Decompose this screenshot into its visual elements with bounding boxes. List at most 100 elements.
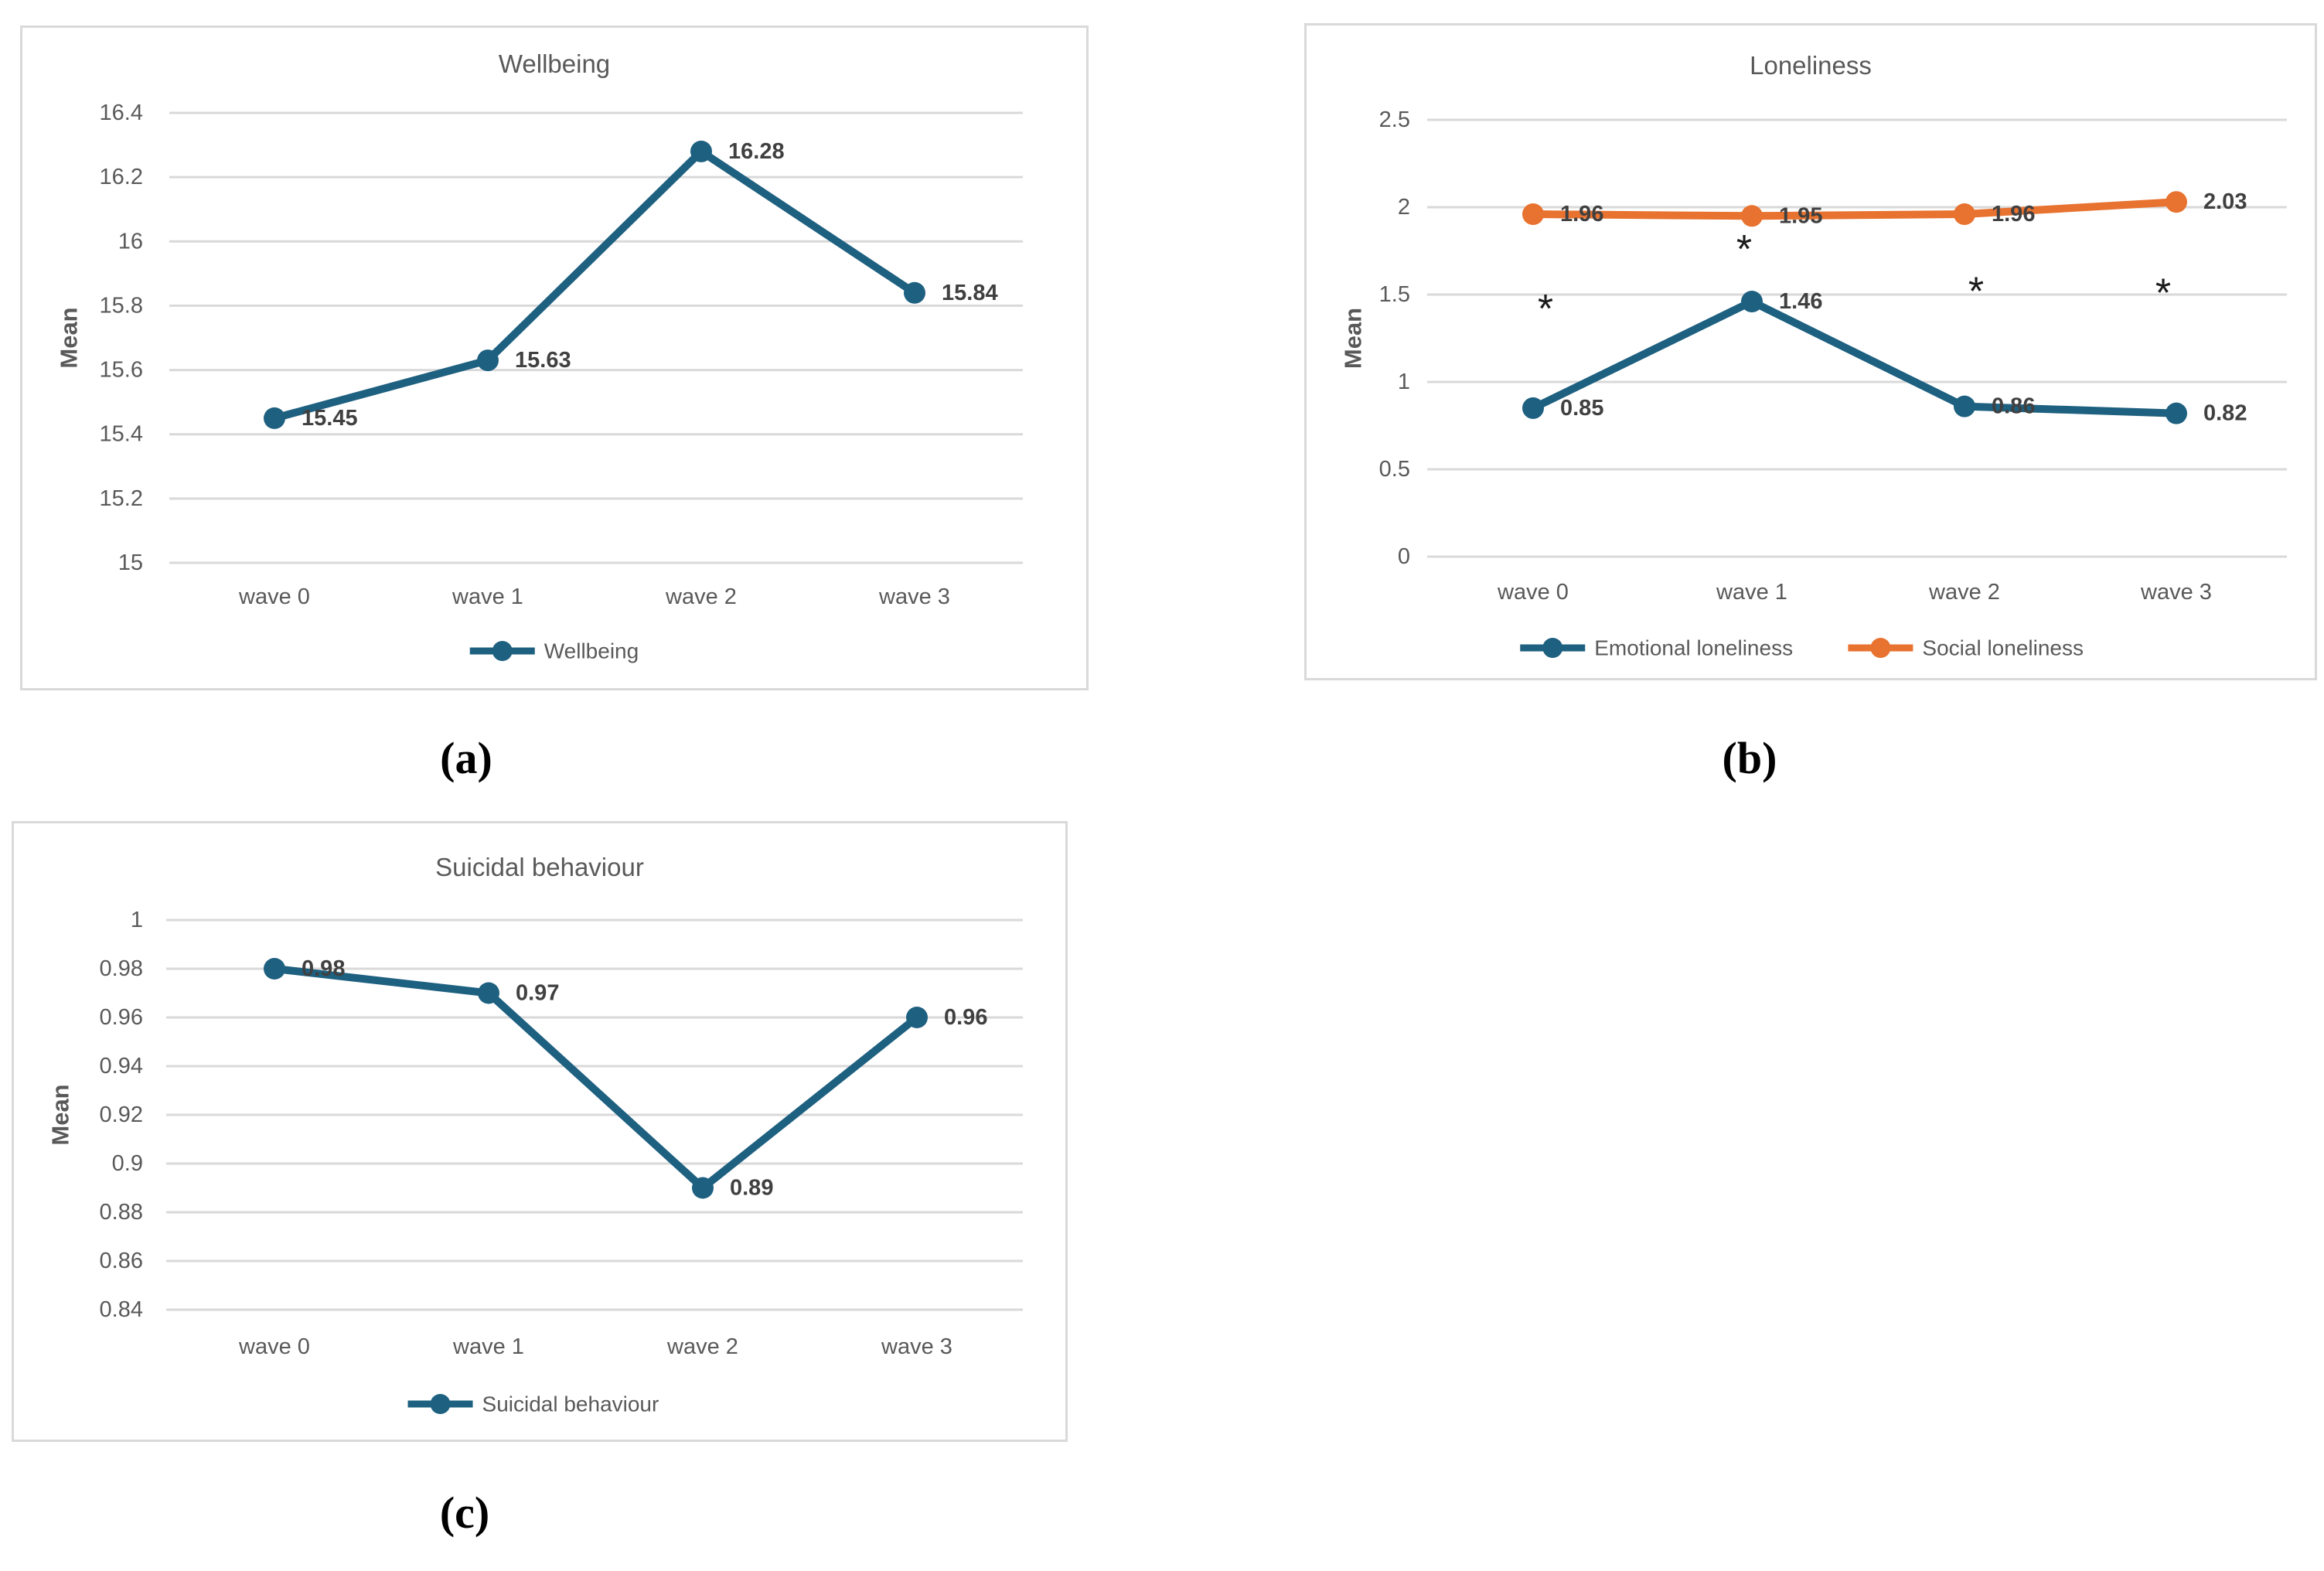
y-tick-label: 15 bbox=[118, 550, 143, 575]
caption-b: (b) bbox=[1722, 733, 1777, 783]
legend-entry: Social loneliness bbox=[1848, 636, 2084, 660]
data-label: 15.45 bbox=[302, 406, 358, 431]
data-point-marker bbox=[904, 281, 925, 304]
x-tick-label: wave 0 bbox=[238, 584, 310, 609]
y-tick-label: 15.6 bbox=[100, 358, 143, 383]
data-label: 0.89 bbox=[730, 1176, 773, 1201]
data-point-marker bbox=[1954, 203, 1975, 226]
series-line bbox=[1529, 198, 2180, 220]
data-point-marker bbox=[906, 1007, 928, 1028]
chart-title: Suicidal behaviour bbox=[435, 853, 644, 881]
significance-asterisk: * bbox=[1538, 287, 1553, 332]
y-tick-label: 1 bbox=[131, 908, 143, 932]
data-point-marker bbox=[690, 140, 712, 162]
legend-entry: Suicidal behaviour bbox=[407, 1392, 659, 1416]
legend-entry: Wellbeing bbox=[469, 639, 639, 663]
y-tick-label: 1 bbox=[1398, 370, 1410, 394]
series-line bbox=[271, 147, 918, 422]
data-point-marker bbox=[1522, 397, 1544, 419]
x-tick-label: wave 0 bbox=[238, 1334, 310, 1359]
y-tick-label: 16.4 bbox=[100, 101, 143, 125]
data-point-marker bbox=[1522, 203, 1544, 226]
data-point-marker bbox=[264, 958, 285, 980]
wellbeing-chart: 15 15.2 15.4 15.6 15.8 16 16.2 16.4 Wellbeing Mea… bbox=[56, 49, 1023, 663]
x-tick-label: wave 3 bbox=[881, 1334, 952, 1359]
significance-asterisk: * bbox=[1736, 227, 1752, 272]
suicidal-behaviour-chart-panel: 0.84 0.86 0.88 0.9 0.92 0.94 0.96 0.98 1 Suicidal… bbox=[12, 821, 1068, 1442]
chart-title: Loneliness bbox=[1750, 51, 1872, 80]
data-label: 0.82 bbox=[2203, 401, 2247, 426]
y-tick-label: 15.8 bbox=[100, 293, 143, 318]
y-tick-label: 0.84 bbox=[100, 1297, 143, 1322]
x-tick-label: wave 1 bbox=[452, 1334, 524, 1359]
x-tick-label: wave 2 bbox=[665, 584, 737, 609]
data-label: 15.63 bbox=[515, 348, 571, 373]
y-tick-label: 1.5 bbox=[1379, 282, 1410, 307]
suicidal-behaviour-chart: 0.84 0.86 0.88 0.9 0.92 0.94 0.96 0.98 1 Suicidal… bbox=[47, 853, 1023, 1416]
data-label: 16.28 bbox=[728, 139, 785, 164]
caption-a: (a) bbox=[440, 733, 492, 783]
data-label: 1.46 bbox=[1779, 289, 1822, 314]
x-tick-label: wave 1 bbox=[452, 584, 523, 609]
y-tick-label: 0.88 bbox=[100, 1200, 143, 1225]
y-tick-label: 2 bbox=[1398, 195, 1410, 220]
x-tick-label: wave 1 bbox=[1716, 580, 1787, 605]
legend-dot-marker bbox=[1542, 638, 1563, 658]
legend-label: Social loneliness bbox=[1922, 636, 2084, 660]
data-label: 0.96 bbox=[944, 1005, 987, 1030]
y-tick-label: 0.9 bbox=[112, 1151, 143, 1176]
series-line bbox=[1529, 298, 2180, 417]
x-tick-label: wave 3 bbox=[878, 584, 950, 609]
legend-dot-marker bbox=[492, 641, 513, 661]
data-label: 15.84 bbox=[942, 281, 998, 305]
x-tick-label: wave 2 bbox=[1928, 580, 2000, 605]
data-label: 2.03 bbox=[2203, 189, 2247, 214]
data-label: 0.97 bbox=[516, 981, 559, 1006]
data-point-marker bbox=[477, 349, 499, 372]
data-label: 0.85 bbox=[1560, 396, 1603, 421]
data-point-marker bbox=[264, 407, 285, 429]
y-axis-title: Mean bbox=[56, 307, 83, 368]
chart-title: Wellbeing bbox=[499, 49, 610, 78]
y-tick-label: 16 bbox=[118, 229, 143, 254]
y-tick-label: 16.2 bbox=[100, 165, 143, 189]
loneliness-chart-panel: 0 0.5 1 1.5 2 2.5 Loneliness Mean wave 0 wave 1 wa… bbox=[1304, 23, 2317, 680]
data-point-marker bbox=[1741, 291, 1763, 313]
data-label: 1.96 bbox=[1992, 202, 2035, 227]
data-point-marker bbox=[1741, 205, 1763, 227]
y-axis-title: Mean bbox=[47, 1084, 74, 1145]
x-tick-label: wave 3 bbox=[2140, 580, 2212, 605]
y-tick-label: 0.98 bbox=[100, 956, 143, 981]
y-tick-label: 0 bbox=[1398, 544, 1410, 569]
significance-asterisk: * bbox=[2155, 271, 2171, 316]
y-axis-title: Mean bbox=[1340, 308, 1367, 369]
legend-dot-marker bbox=[1870, 638, 1891, 658]
y-tick-label: 0.92 bbox=[100, 1102, 143, 1127]
data-label: 0.86 bbox=[1992, 394, 2035, 419]
wellbeing-chart-panel: 15 15.2 15.4 15.6 15.8 16 16.2 16.4 Wellbeing Mea… bbox=[20, 26, 1089, 690]
x-tick-label: wave 2 bbox=[666, 1334, 738, 1359]
y-tick-label: 15.2 bbox=[100, 486, 143, 511]
data-point-marker bbox=[1954, 395, 1975, 417]
loneliness-chart: 0 0.5 1 1.5 2 2.5 Loneliness Mean wave 0 wave 1 wa… bbox=[1340, 51, 2287, 660]
legend-label: Wellbeing bbox=[544, 639, 639, 663]
legend-label: Suicidal behaviour bbox=[482, 1392, 659, 1416]
x-tick-label: wave 0 bbox=[1497, 580, 1569, 605]
caption-c: (c) bbox=[439, 1488, 490, 1538]
y-tick-label: 0.94 bbox=[100, 1054, 143, 1079]
data-point-marker bbox=[478, 982, 499, 1004]
data-label: 0.98 bbox=[302, 956, 345, 981]
legend-entry: Emotional loneliness bbox=[1520, 636, 1793, 660]
data-label: 1.95 bbox=[1779, 203, 1822, 228]
series-line bbox=[271, 965, 921, 1192]
legend-dot-marker bbox=[430, 1394, 451, 1414]
y-tick-label: 15.4 bbox=[100, 422, 143, 447]
data-point-marker bbox=[692, 1177, 714, 1199]
y-tick-label: 0.5 bbox=[1379, 457, 1410, 482]
y-tick-label: 0.86 bbox=[100, 1249, 143, 1273]
data-label: 1.96 bbox=[1560, 202, 1603, 227]
y-tick-label: 2.5 bbox=[1379, 107, 1410, 132]
legend-label: Emotional loneliness bbox=[1594, 636, 1793, 660]
significance-asterisk: * bbox=[1968, 269, 1984, 314]
